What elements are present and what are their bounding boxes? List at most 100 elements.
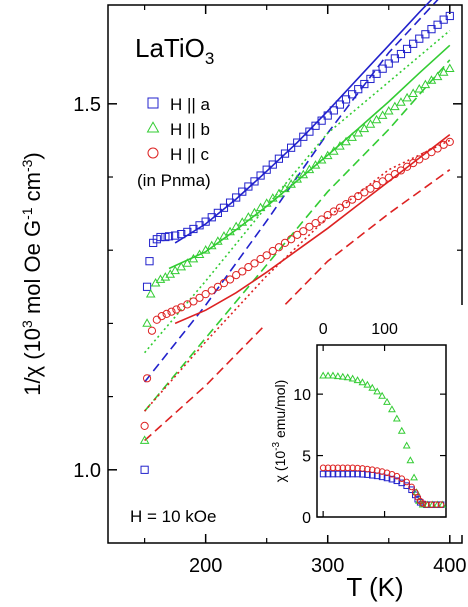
- data-point-series-2: [219, 231, 229, 240]
- data-point-series-1: [183, 227, 192, 237]
- data-point-series-3: [189, 297, 198, 306]
- data-point-series-2: [225, 226, 235, 236]
- inset-data-point-series-3: [319, 464, 327, 472]
- data-point-series-1: [262, 165, 271, 174]
- data-point-series-3: [213, 282, 222, 291]
- data-point-series-1: [293, 138, 302, 147]
- data-point-series-2: [310, 160, 321, 169]
- inset-data-point-series-2: [383, 397, 391, 405]
- data-point-series-2: [329, 146, 339, 155]
- inset-data-point-series-3: [419, 500, 426, 507]
- data-point-series-3: [152, 315, 161, 324]
- data-point-series-3: [378, 177, 387, 186]
- model-line-dotted: [143, 29, 451, 354]
- data-point-series-1: [145, 257, 154, 266]
- data-point-series-1: [250, 177, 259, 186]
- data-point-series-3: [280, 238, 290, 247]
- legend-marker-series-2: [146, 121, 160, 133]
- main-y-axis-label: 1/χ (103 mol Oe G-1 cm-3): [19, 152, 45, 396]
- data-point-series-1: [348, 90, 357, 99]
- inset-data-point-series-3: [329, 464, 337, 472]
- legend-marker-series-1: [147, 97, 159, 109]
- data-point-series-3: [274, 243, 283, 252]
- inset-data-point-series-1: [319, 470, 327, 478]
- data-point-series-1: [201, 217, 210, 226]
- data-point-series-1: [323, 111, 332, 120]
- inset-data-point-series-3: [349, 464, 356, 472]
- data-point-series-2: [383, 105, 394, 115]
- inset-data-point-series-2: [406, 456, 415, 464]
- x-tick-label: 200: [189, 555, 222, 577]
- model-line-dashed: [143, 0, 439, 383]
- inset-data-point-series-1: [339, 470, 347, 478]
- data-point-series-1: [433, 20, 442, 29]
- data-point-series-1: [280, 149, 290, 158]
- main-x-axis-label: T (K): [346, 572, 403, 602]
- main-legend: H || a H || b H || c (in Pnma): [137, 95, 211, 190]
- data-point-series-3: [433, 144, 442, 153]
- legend-label-a: H || a: [170, 95, 211, 114]
- data-point-series-1: [225, 198, 235, 207]
- model-line-dotted: [143, 139, 451, 412]
- inset-data-point-series-3: [339, 464, 347, 472]
- data-point-series-2: [408, 88, 418, 97]
- inset-data-point-series-2: [373, 387, 382, 395]
- main-title: LaTiO3: [135, 33, 214, 68]
- data-point-series-2: [231, 221, 241, 231]
- data-point-series-3: [262, 251, 271, 260]
- data-point-series-3: [390, 169, 399, 179]
- data-point-series-1: [366, 74, 375, 84]
- data-point-series-1: [213, 208, 222, 217]
- data-point-series-3: [317, 215, 326, 224]
- data-point-series-1: [244, 182, 253, 191]
- data-point-series-1: [238, 187, 247, 196]
- data-point-series-1: [427, 25, 436, 34]
- data-point-series-2: [280, 183, 290, 193]
- data-point-series-2: [390, 101, 400, 111]
- inset-data-point-series-1: [344, 470, 352, 478]
- data-point-series-1: [156, 232, 165, 242]
- data-point-series-3: [157, 311, 166, 321]
- data-point-series-3: [323, 210, 332, 220]
- legend-label-c: H || c: [170, 145, 210, 164]
- inset-data-point-series-1: [349, 470, 356, 478]
- data-point-series-1: [409, 39, 418, 48]
- data-point-series-3: [384, 173, 393, 182]
- data-point-series-2: [286, 179, 296, 188]
- data-point-series-1: [384, 59, 393, 68]
- data-point-series-2: [365, 119, 376, 128]
- inset-data-point-series-2: [348, 374, 357, 382]
- inset-data-point-series-3: [398, 475, 406, 482]
- data-point-series-2: [414, 84, 425, 93]
- data-point-series-2: [341, 136, 351, 146]
- inset-data-point-series-2: [319, 371, 328, 379]
- data-point-series-1: [177, 230, 186, 239]
- inset-y-tick-label: 5: [302, 449, 311, 466]
- data-point-series-2: [160, 272, 171, 281]
- data-point-series-3: [142, 374, 152, 383]
- inset-frame: [316, 344, 447, 518]
- data-point-series-2: [194, 249, 205, 258]
- data-point-series-3: [147, 326, 157, 335]
- inset-data-point-series-3: [423, 501, 430, 509]
- data-point-series-3: [293, 230, 302, 239]
- data-point-series-3: [360, 188, 369, 197]
- inset-data-point-series-1: [324, 470, 332, 478]
- inset-data-point-series-3: [344, 464, 352, 472]
- inset-data-point-series-1: [329, 470, 337, 478]
- model-line-dashed: [143, 59, 451, 412]
- data-point-series-1: [341, 95, 351, 104]
- data-point-series-1: [274, 154, 283, 163]
- data-point-series-2: [145, 288, 156, 298]
- data-point-series-3: [244, 262, 253, 272]
- data-point-series-3: [402, 162, 412, 171]
- data-point-series-2: [274, 188, 284, 198]
- inset-background: [265, 305, 468, 535]
- data-point-series-2: [335, 141, 345, 150]
- inset-data-point-series-3: [359, 465, 366, 472]
- inset-data-point-series-3: [364, 465, 371, 473]
- data-point-series-2: [261, 198, 272, 207]
- inset-x-tick-label: 100: [371, 321, 398, 338]
- data-point-series-1: [372, 69, 381, 78]
- data-point-series-3: [238, 267, 247, 276]
